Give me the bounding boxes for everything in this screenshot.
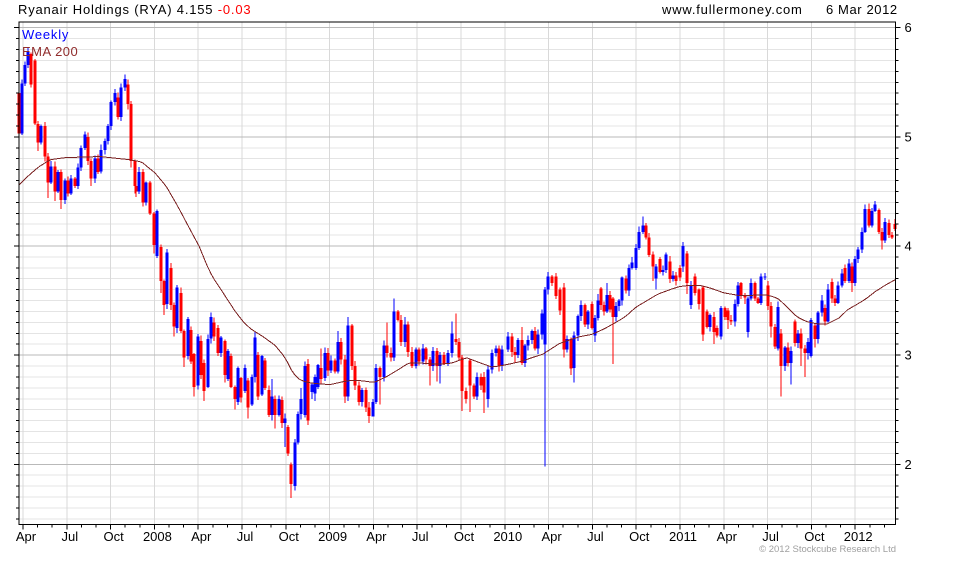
svg-text:Ryanair Holdings (RYA) 4.155 -: Ryanair Holdings (RYA) 4.155 -0.03 bbox=[18, 2, 251, 17]
svg-text:Jul: Jul bbox=[762, 529, 779, 544]
svg-text:Jul: Jul bbox=[61, 529, 78, 544]
svg-text:3: 3 bbox=[905, 348, 912, 363]
svg-text:2012: 2012 bbox=[844, 529, 873, 544]
svg-text:Apr: Apr bbox=[16, 529, 37, 544]
svg-text:6: 6 bbox=[905, 20, 912, 35]
svg-text:Apr: Apr bbox=[541, 529, 562, 544]
svg-text:Oct: Oct bbox=[454, 529, 475, 544]
svg-text:4: 4 bbox=[905, 239, 912, 254]
svg-text:2010: 2010 bbox=[493, 529, 522, 544]
svg-text:Weekly: Weekly bbox=[22, 27, 69, 42]
svg-text:Jul: Jul bbox=[587, 529, 604, 544]
svg-text:2: 2 bbox=[905, 457, 912, 472]
svg-text:© 2012 Stockcube Research Ltd: © 2012 Stockcube Research Ltd bbox=[759, 544, 896, 555]
svg-text:Oct: Oct bbox=[279, 529, 300, 544]
svg-text:Apr: Apr bbox=[191, 529, 212, 544]
svg-text:EMA 200: EMA 200 bbox=[22, 44, 78, 59]
svg-text:Oct: Oct bbox=[804, 529, 825, 544]
svg-text:2009: 2009 bbox=[318, 529, 347, 544]
svg-text:2011: 2011 bbox=[669, 529, 697, 544]
svg-text:Jul: Jul bbox=[412, 529, 429, 544]
svg-text:Oct: Oct bbox=[629, 529, 650, 544]
svg-text:Jul: Jul bbox=[237, 529, 254, 544]
svg-text:5: 5 bbox=[905, 129, 912, 144]
svg-text:Oct: Oct bbox=[103, 529, 124, 544]
svg-text:www.fullermoney.com: www.fullermoney.com bbox=[661, 2, 803, 17]
svg-text:6 Mar 2012: 6 Mar 2012 bbox=[826, 2, 898, 17]
svg-text:Apr: Apr bbox=[366, 529, 387, 544]
svg-text:Apr: Apr bbox=[717, 529, 738, 544]
svg-text:2008: 2008 bbox=[143, 529, 172, 544]
